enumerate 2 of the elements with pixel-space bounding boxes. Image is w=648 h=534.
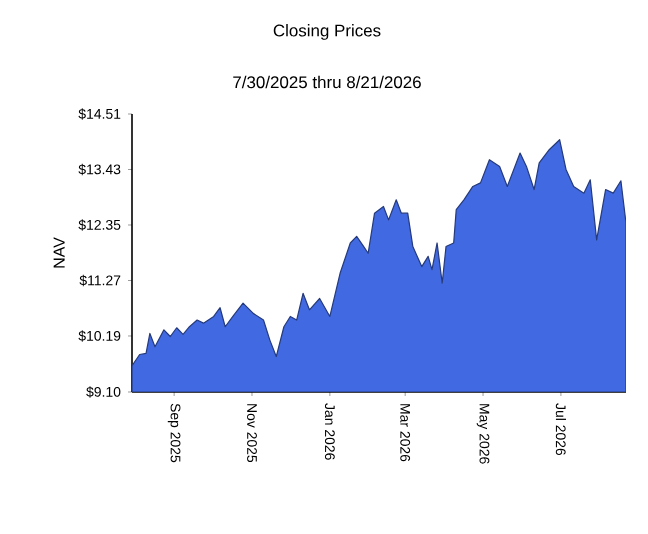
chart-subtitle: 7/30/2025 thru 8/21/2026	[233, 75, 421, 89]
chart-title: Closing Prices	[273, 24, 381, 40]
